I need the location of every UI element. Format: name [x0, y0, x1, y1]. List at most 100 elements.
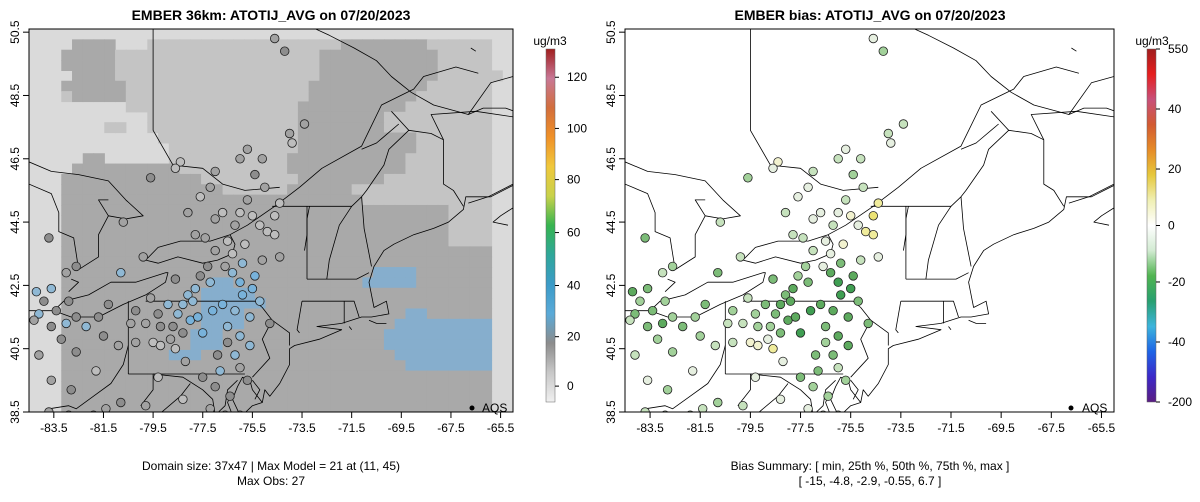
station-obs-marker [257, 154, 268, 164]
grid-cell [480, 329, 493, 341]
station-obs-marker [183, 207, 193, 218]
grid-cell [147, 360, 159, 372]
grid-cell [340, 194, 353, 206]
grid-cell [394, 194, 407, 206]
grid-cell [416, 349, 428, 361]
grid-cell [394, 329, 407, 341]
grid-cell [383, 246, 396, 258]
x-tick-label: -79.5 [737, 421, 765, 435]
grid-cell [115, 287, 127, 299]
grid-cell [82, 225, 95, 237]
grid-cell [104, 287, 116, 299]
grid-cell [383, 215, 396, 227]
station-bias-marker [828, 350, 838, 360]
grid-cell [179, 49, 191, 61]
station-obs-marker [222, 321, 233, 332]
grid-cell [233, 194, 245, 206]
grid-cell [459, 101, 471, 113]
grid-cell [480, 184, 493, 196]
station-bias-marker [780, 207, 791, 218]
grid-cell [115, 318, 127, 330]
grid-cell [405, 184, 417, 196]
grid-cell [265, 142, 277, 154]
grid-cell [125, 101, 138, 113]
station-obs-marker [235, 277, 245, 287]
grid-cell [480, 360, 493, 372]
station-bias-marker [773, 157, 783, 167]
grid-cell [448, 267, 460, 279]
station-obs-marker [71, 312, 81, 322]
grid-cell [115, 225, 127, 237]
grid-cell [244, 101, 256, 113]
grid-cell [459, 39, 471, 51]
grid-cell [254, 101, 267, 113]
grid-cell [319, 360, 331, 372]
grid-cell [469, 370, 482, 382]
border-line [391, 111, 410, 131]
grid-cell [201, 153, 213, 165]
grid-cell [190, 173, 202, 185]
grid-cell [383, 122, 396, 134]
grid-cell [448, 401, 460, 412]
grid-cell [72, 236, 84, 247]
grid-cell [276, 380, 288, 392]
grid-cell [244, 173, 256, 185]
station-obs-marker [138, 252, 148, 262]
station-bias-marker [778, 356, 788, 367]
grid-cell [104, 215, 116, 227]
station-obs-marker [242, 144, 253, 155]
grid-cell [480, 173, 493, 185]
station-bias-marker [808, 245, 818, 256]
station-bias-marker [815, 299, 826, 310]
grid-cell [319, 246, 331, 258]
grid-cell [287, 142, 299, 154]
grid-cell [93, 287, 105, 299]
station-bias-marker [818, 261, 828, 272]
grid-cell [308, 91, 320, 103]
grid-cell [405, 142, 417, 154]
grid-cell [244, 391, 256, 403]
station-obs-marker [44, 233, 54, 243]
grid-cell [72, 194, 84, 206]
station-obs-marker [81, 321, 91, 332]
grid-cell [340, 101, 353, 113]
grid-cell [383, 184, 396, 196]
grid-cell [437, 49, 450, 61]
grid-cell [308, 287, 320, 299]
grid-cell [319, 308, 331, 320]
grid-cell [179, 70, 191, 82]
grid-cell [426, 391, 439, 403]
grid-cell [297, 308, 310, 320]
grid-cell [104, 380, 116, 392]
grid-cell [265, 132, 277, 144]
grid-cell [93, 70, 105, 82]
grid-cell [340, 91, 353, 103]
grid-cell [459, 91, 471, 103]
grid-cell [244, 256, 256, 268]
grid-cell [362, 142, 374, 154]
grid-cell [394, 256, 407, 268]
grid-cell [147, 298, 159, 310]
grid-cell [168, 204, 181, 216]
grid-cell [373, 391, 385, 403]
grid-cell [125, 184, 138, 196]
border-line [1068, 76, 1114, 142]
grid-cell [297, 60, 310, 72]
grid-cell [448, 122, 460, 134]
grid-cell [362, 246, 374, 258]
grid-cell [373, 339, 385, 351]
x-tick-label: -79.5 [139, 421, 167, 435]
grid-cell [61, 49, 73, 61]
station-obs-marker [270, 211, 280, 221]
grid-cell [168, 329, 181, 341]
grid-cell [319, 215, 331, 227]
grid-cell [480, 111, 493, 123]
station-bias-marker [625, 315, 635, 325]
grid-cell [416, 111, 428, 123]
station-obs-marker [200, 233, 210, 243]
grid-cell [190, 215, 202, 227]
grid-cell [82, 39, 95, 51]
border-line [913, 29, 1070, 115]
legend: AQS [469, 401, 507, 415]
border-line [664, 278, 676, 292]
